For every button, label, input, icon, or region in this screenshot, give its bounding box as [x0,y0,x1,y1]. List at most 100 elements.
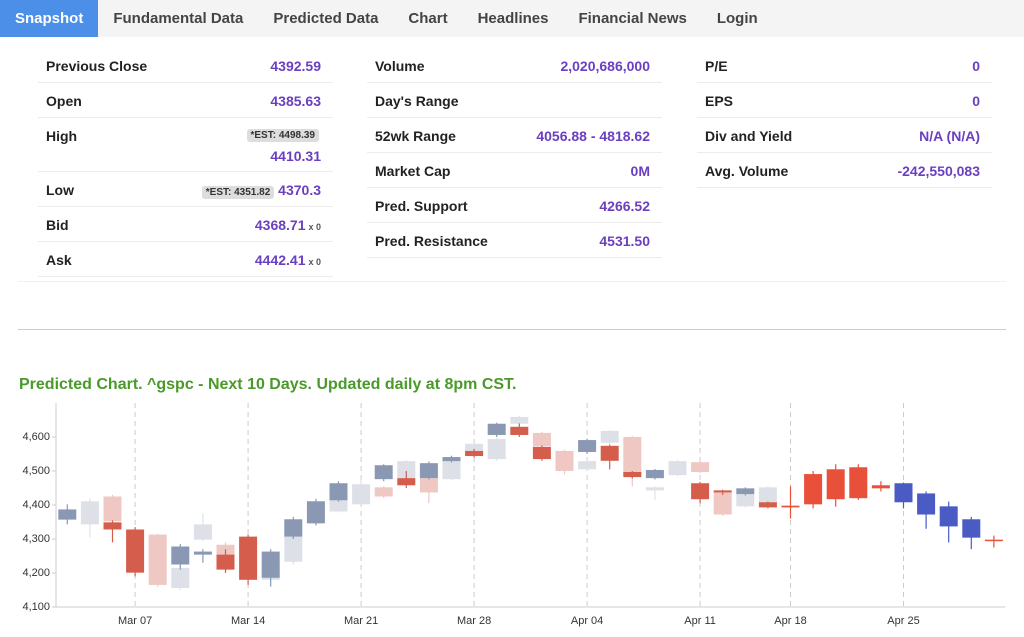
candle-body [758,502,777,508]
snapshot-column: P/E 0 EPS 0 Div and Yield N/A (N/A) Avg. Volum… [697,48,992,188]
x-tick-label: Mar 07 [118,615,152,627]
nav-tab[interactable]: Predicted Data [273,10,379,27]
nav-tab[interactable]: Login [716,10,758,27]
row-value: 4266.52 [599,198,650,214]
value-text: 4266.52 [599,198,650,214]
candle-body [894,483,913,503]
candle-body [962,519,981,538]
candle-body [736,494,755,507]
snapshot-column: Previous Close 4392.59 Open 4385.63 High *EST… [38,48,333,277]
candle-body [826,469,845,500]
candle-body [284,519,303,537]
candle-body [804,474,823,505]
value-text: 0 [972,58,980,74]
estimate-badge: *EST: 4498.39 [246,129,319,142]
data-row: Day's Range [367,83,662,118]
candle-body [193,551,212,555]
value-text: 0 [972,93,980,109]
candle-body [691,483,710,500]
chart-title: Predicted Chart. ^gspc - Next 10 Days. U… [19,376,517,393]
row-value: 4531.50 [599,233,650,249]
candle-body [352,484,371,505]
candle-body [171,567,190,588]
row-label: 52wk Range [375,128,456,144]
data-row: P/E 0 [697,48,992,83]
candle-body [329,483,348,501]
value-text: 4410.31 [270,148,321,164]
y-tick-label: 4,500 [22,465,50,477]
candle-body [419,463,438,479]
row-value: 4392.59 [270,58,321,74]
divider [18,329,1006,330]
value-text: 4385.63 [270,93,321,109]
candle-body [623,472,642,478]
nav-tab[interactable]: Financial News [578,10,687,27]
row-label: EPS [705,93,734,109]
candle-body [419,478,438,493]
divider [18,281,1006,282]
value-text: 4370.3 [278,182,321,198]
candle-body [487,423,506,435]
candle-body [984,539,1003,542]
nav-tab[interactable]: Chart [408,10,448,27]
row-value: 4442.41 x 0 [255,252,321,268]
candle-body [736,488,755,495]
value-text: -242,550,083 [897,163,980,179]
candle-body [374,465,393,480]
candle-body [374,487,393,497]
data-row: Bid 4368.71 x 0 [38,207,333,242]
row-value: 0 [972,58,980,74]
row-value: 0 [972,93,980,109]
data-row: Open 4385.63 [38,83,333,118]
row-label: Previous Close [46,58,148,74]
snapshot-column: Volume 2,020,686,000 Day's Range 52wk Range… [367,48,662,258]
value-suffix: x 0 [308,257,321,267]
candle-body [261,551,280,578]
row-label: Pred. Resistance [375,233,488,249]
candle-body [103,522,122,530]
row-label: Ask [46,252,72,268]
candle-body [532,432,551,447]
value-text: 4392.59 [270,58,321,74]
row-value: 2,020,686,000 [560,58,650,74]
candle-body [713,490,732,493]
candle-body [193,524,212,540]
data-row: Avg. Volume -242,550,083 [697,153,992,188]
candle-body [329,499,348,512]
candle-body [555,450,574,471]
value-suffix: x 0 [308,222,321,232]
data-row: Market Cap 0M [367,153,662,188]
candle-body [713,492,732,515]
x-tick-label: Mar 28 [457,615,491,627]
row-label: P/E [705,58,728,74]
x-tick-label: Apr 11 [684,615,716,627]
candle-body [532,446,551,460]
row-label: High [46,128,78,144]
row-label: Low [46,182,74,198]
y-tick-label: 4,200 [22,567,50,579]
nav-tab[interactable]: Snapshot [0,0,99,37]
nav-tab[interactable]: Fundamental Data [113,10,244,27]
nav-tab[interactable]: Headlines [477,10,549,27]
data-row: Low *EST: 4351.82 4370.3 [38,172,333,207]
candle-body [487,439,506,460]
y-tick-label: 4,400 [22,499,50,511]
y-tick-label: 4,300 [22,533,50,545]
row-label: Volume [375,58,425,74]
candle-body [80,501,99,525]
y-tick-label: 4,100 [22,601,50,613]
candle-body [126,529,145,573]
value-text: 0M [630,163,650,179]
candle-body [442,461,461,480]
row-value: -242,550,083 [897,163,980,179]
nav-bar: Snapshot Fundamental Data Predicted Data Ch… [0,0,1024,37]
row-value: 4368.71 x 0 [255,217,321,233]
candle-body [284,536,303,562]
candle-body [691,462,710,473]
row-value: 4056.88 - 4818.62 [536,128,650,144]
row-label: Market Cap [375,163,451,179]
candle-body [917,493,936,515]
candle-body [216,554,235,570]
candle-body [849,467,868,499]
